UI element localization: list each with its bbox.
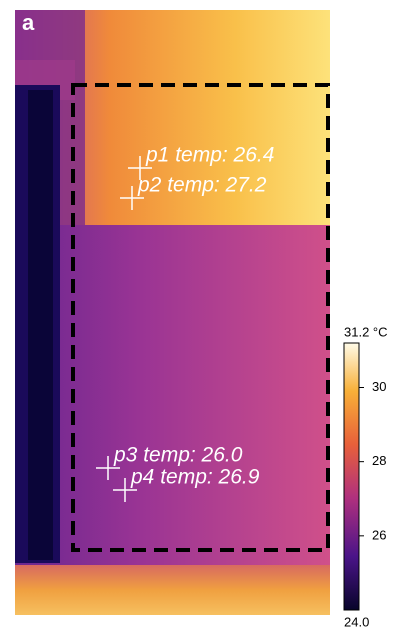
tick-label: 28	[372, 453, 386, 468]
region-box	[71, 83, 330, 552]
point-label: p2 temp: 27.2	[137, 174, 267, 197]
point-label: p1 temp: 26.4	[145, 144, 274, 167]
colorbar-min: 24.0	[344, 614, 369, 629]
crosshair	[96, 456, 120, 480]
colorbar	[343, 342, 360, 611]
crosshair	[128, 156, 152, 180]
tick-label: 26	[372, 527, 386, 542]
colorbar-max: 31.2 °C	[344, 324, 388, 339]
tick-label: 30	[372, 379, 386, 394]
points: p1 temp: 26.4 p2 temp: 27.2 p3 temp: 26.0p…	[96, 144, 274, 502]
point-label: p4 temp: 26.9	[130, 466, 260, 489]
thermal-image	[15, 10, 330, 615]
crosshair	[120, 186, 144, 210]
panel-label: a	[22, 10, 35, 35]
point-label: p3 temp: 26.0	[113, 444, 243, 467]
crosshair	[113, 478, 137, 502]
colorbar-axis: 26 28 30 31.2 °C 24.0	[344, 324, 388, 629]
